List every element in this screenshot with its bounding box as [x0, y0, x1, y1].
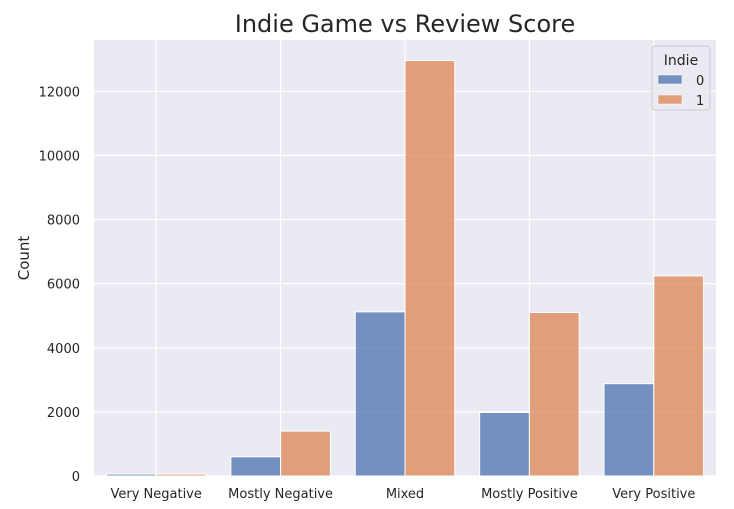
- y-tick-label: 0: [72, 470, 80, 485]
- y-axis-ticks: 0 2000 4000 6000 8000 10000 12000: [39, 85, 80, 485]
- legend-label-1: 1: [696, 94, 704, 109]
- legend: Indie 0 1: [651, 45, 711, 111]
- bar-0-mixed: [354, 311, 406, 477]
- bar-0-very-positive: [603, 383, 655, 477]
- bar-1-mixed: [404, 60, 456, 477]
- x-tick-label: Very Negative: [110, 487, 201, 502]
- y-tick-label: 10000: [39, 149, 80, 164]
- x-tick-label: Mostly Positive: [481, 487, 578, 502]
- legend-swatch-0: [657, 74, 683, 85]
- bar-1-very-positive: [653, 275, 705, 477]
- bar-0-mostly-positive: [479, 412, 530, 477]
- legend-label-0: 0: [696, 74, 704, 89]
- y-axis-label: Count: [15, 236, 33, 281]
- legend-swatch-1: [657, 94, 683, 105]
- x-tick-label: Very Positive: [612, 487, 695, 502]
- y-tick-label: 8000: [47, 214, 80, 229]
- bar-0-mostly-negative: [230, 456, 282, 477]
- bar-1-mostly-negative: [280, 430, 331, 477]
- y-tick-label: 12000: [39, 85, 80, 100]
- x-tick-label: Mixed: [386, 487, 424, 502]
- x-axis-ticks: Very Negative Mostly Negative Mixed Mostly …: [110, 487, 695, 502]
- x-tick-label: Mostly Negative: [228, 487, 333, 502]
- chart-title: Indie Game vs Review Score: [235, 10, 575, 38]
- bar-1-very-negative: [155, 473, 207, 477]
- bar-1-mostly-positive: [528, 312, 580, 477]
- y-tick-label: 2000: [47, 406, 80, 421]
- y-tick-label: 6000: [47, 278, 80, 293]
- bar-0-very-negative: [105, 473, 157, 477]
- bars: [105, 60, 705, 477]
- legend-title: Indie: [664, 53, 698, 69]
- y-tick-label: 4000: [47, 342, 80, 357]
